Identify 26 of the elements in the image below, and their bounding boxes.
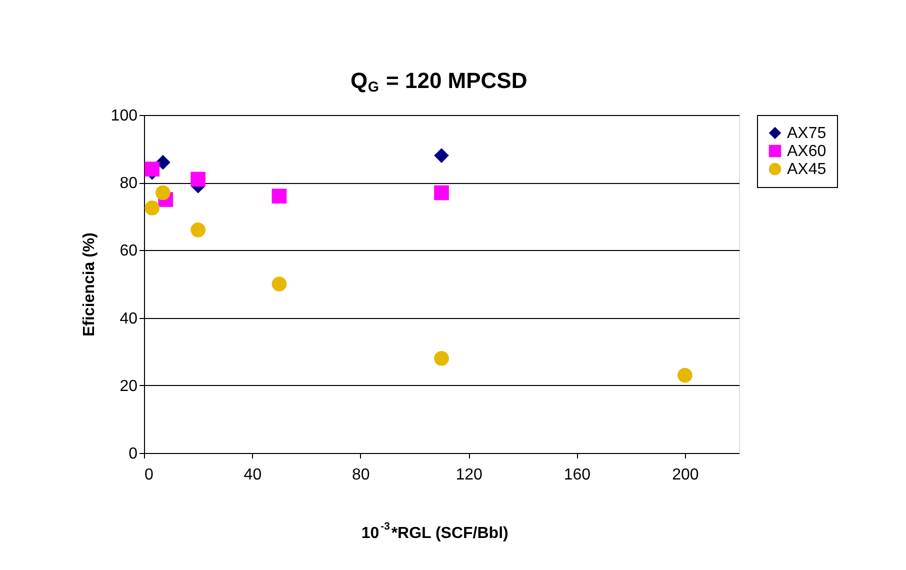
x-tick-label: 200 <box>672 466 699 484</box>
y-axis-title: Eficiencia (%) <box>80 232 98 337</box>
y-tick-label: 0 <box>128 446 138 462</box>
y-tick-label: 40 <box>120 310 138 328</box>
point <box>272 188 287 204</box>
point <box>434 350 449 366</box>
legend-label: AX45 <box>787 161 826 178</box>
x-tick-label: 40 <box>244 466 262 484</box>
point <box>156 185 170 200</box>
x-tick-label: 160 <box>564 466 591 484</box>
x-tick-label: 120 <box>456 466 482 484</box>
point <box>434 185 449 200</box>
point <box>434 148 449 163</box>
point <box>190 222 206 238</box>
point <box>677 368 692 383</box>
legend-label: AX75 <box>787 125 826 142</box>
point <box>190 172 206 187</box>
y-tick-label: 100 <box>110 108 138 124</box>
y-tick-label: 20 <box>120 378 138 395</box>
y-tick-label: 60 <box>120 242 138 260</box>
y-tick-label: 80 <box>120 175 138 192</box>
legend-label: AX60 <box>787 143 826 160</box>
x-tick-label: 80 <box>352 466 370 484</box>
x-tick-label: 0 <box>144 466 154 484</box>
point <box>144 200 160 216</box>
point <box>272 276 287 292</box>
